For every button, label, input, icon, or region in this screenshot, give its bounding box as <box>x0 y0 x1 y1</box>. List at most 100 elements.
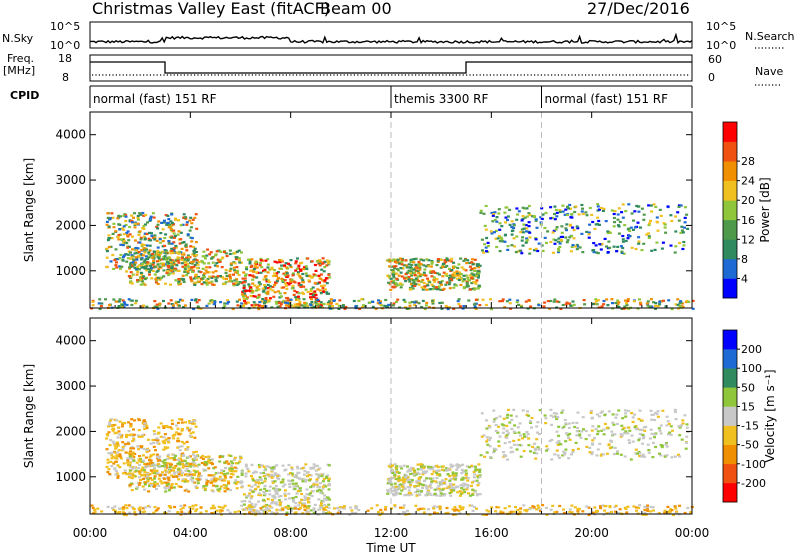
scatter-cell <box>293 475 296 478</box>
scatter-cell <box>491 214 495 217</box>
scatter-cell <box>202 250 206 253</box>
scatter-cell <box>121 511 125 514</box>
scatter-cell <box>466 479 470 482</box>
scatter-cell <box>621 216 625 219</box>
scatter-cell <box>481 249 484 252</box>
scatter-cell <box>467 299 471 302</box>
scatter-cell <box>416 488 420 491</box>
scatter-cell <box>128 225 132 229</box>
scatter-cell <box>240 251 243 254</box>
scatter-cell <box>324 508 328 511</box>
scatter-cell <box>181 479 185 483</box>
scatter-cell <box>631 416 635 419</box>
scatter-cell <box>288 483 292 486</box>
scatter-cell <box>560 411 564 414</box>
scatter-cell <box>115 300 119 303</box>
scatter-cell <box>326 496 330 499</box>
scatter-cell <box>425 258 429 261</box>
scatter-cell <box>170 303 174 306</box>
scatter-cell <box>232 269 236 272</box>
scatter-cell <box>112 462 116 465</box>
scatter-cell <box>469 269 473 272</box>
scatter-cell <box>286 299 290 302</box>
scatter-cell <box>272 467 276 470</box>
scatter-cell <box>293 289 297 292</box>
scatter-cell <box>498 250 502 253</box>
scatter-cell <box>602 433 606 436</box>
scatter-cell <box>453 265 457 268</box>
scatter-cell <box>142 214 146 217</box>
scatter-cell <box>225 274 229 277</box>
scatter-cell <box>543 301 547 304</box>
scatter-cell <box>189 432 193 435</box>
scatter-cell <box>419 465 423 468</box>
scatter-cell <box>404 306 408 309</box>
scatter-cell <box>210 461 214 464</box>
power-ylabel: Slant Range [km] <box>22 158 36 262</box>
scatter-cell <box>113 259 117 262</box>
scatter-cell <box>497 212 501 215</box>
scatter-cell <box>213 264 217 267</box>
scatter-cell <box>432 278 436 282</box>
scatter-cell <box>173 236 176 239</box>
scatter-cell <box>413 267 417 270</box>
scatter-cell <box>178 457 182 460</box>
scatter-cell <box>466 484 470 487</box>
scatter-cell <box>666 505 670 508</box>
scatter-cell <box>292 500 296 503</box>
scatter-cell <box>580 232 584 235</box>
scatter-cell <box>277 495 281 498</box>
scatter-cell <box>205 304 209 307</box>
scatter-cell <box>321 290 325 294</box>
scatter-cell <box>124 220 128 223</box>
scatter-cell <box>439 492 443 495</box>
scatter-cell <box>263 469 267 472</box>
scatter-cell <box>183 480 187 483</box>
scatter-cell <box>121 425 124 428</box>
scatter-cell <box>116 436 120 439</box>
scatter-cell <box>178 463 182 466</box>
scatter-cell <box>350 509 354 512</box>
scatter-cell <box>575 243 579 247</box>
scatter-cell <box>642 455 646 458</box>
scatter-cell <box>643 511 647 514</box>
scatter-cell <box>151 438 155 442</box>
scatter-cell <box>634 448 638 451</box>
scatter-cell <box>355 505 358 508</box>
scatter-cell <box>118 257 122 260</box>
scatter-cell <box>272 466 275 469</box>
scatter-cell <box>525 230 528 233</box>
scatter-cell <box>642 437 645 440</box>
scatter-cell <box>175 251 179 254</box>
scatter-cell <box>230 464 233 467</box>
scatter-cell <box>257 281 261 284</box>
scatter-cell <box>652 203 656 206</box>
scatter-cell <box>228 467 232 470</box>
scatter-cell <box>277 499 281 502</box>
scatter-cell <box>217 249 221 252</box>
scatter-cell <box>520 219 524 222</box>
scatter-cell <box>607 444 611 447</box>
scatter-cell <box>427 467 431 470</box>
scatter-cell <box>128 266 132 269</box>
scatter-cell <box>123 422 127 425</box>
scatter-cell <box>132 258 136 261</box>
scatter-cell <box>528 231 532 234</box>
scatter-cell <box>167 226 171 229</box>
scatter-cell <box>395 272 399 275</box>
scatter-cell <box>620 307 624 310</box>
scatter-cell <box>665 424 669 427</box>
scatter-cell <box>416 471 420 474</box>
scatter-cell <box>296 471 300 474</box>
scatter-cell <box>282 272 286 275</box>
scatter-cell <box>477 272 481 275</box>
scatter-cell <box>674 418 678 421</box>
scatter-cell <box>476 493 479 496</box>
scatter-cell <box>520 239 524 242</box>
scatter-cell <box>133 239 137 242</box>
scatter-cell <box>322 483 326 486</box>
scatter-cell <box>492 451 496 454</box>
scatter-cell <box>545 241 548 244</box>
scatter-cell <box>665 454 669 457</box>
scatter-cell <box>639 303 643 306</box>
